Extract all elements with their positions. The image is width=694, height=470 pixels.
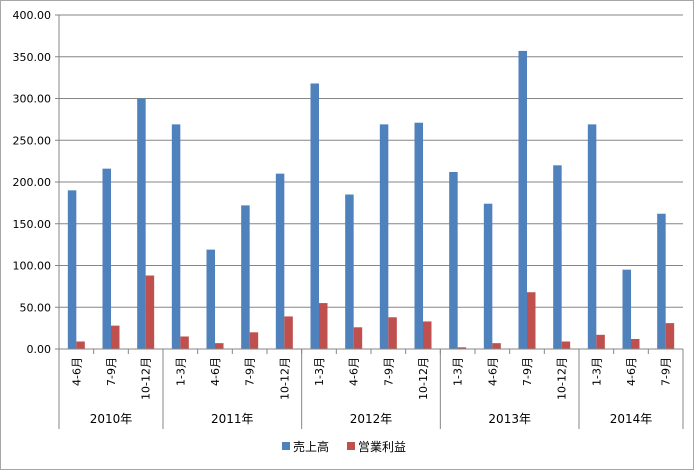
x-tick-label: 7-9月 (105, 357, 118, 386)
x-tick-label: 4-6月 (70, 357, 83, 386)
bar-operating-profit (353, 327, 363, 349)
year-group-label: 2014年 (610, 412, 653, 426)
bar-sales (275, 173, 285, 349)
bar-operating-profit (596, 334, 605, 349)
bar-operating-profit (388, 317, 397, 349)
bar-sales (657, 213, 666, 349)
x-tick-label: 7-9月 (382, 357, 395, 386)
bar-operating-profit (319, 303, 328, 349)
bar-operating-profit (180, 336, 189, 349)
bar-sales (553, 165, 562, 349)
bar-sales (483, 203, 493, 349)
year-group-label: 2010年 (90, 412, 133, 426)
y-tick-label: 350.00 (13, 51, 52, 64)
bar-sales (518, 50, 527, 349)
bar-operating-profit (631, 338, 640, 349)
bar-sales (414, 122, 423, 349)
legend-swatch (347, 442, 355, 450)
y-tick-label: 50.00 (20, 301, 52, 314)
bar-operating-profit (215, 343, 224, 349)
x-tick-label: 4-6月 (625, 357, 638, 386)
x-tick-label: 1-3月 (174, 357, 187, 386)
bar-sales (171, 124, 181, 349)
x-tick-label: 7-9月 (660, 357, 673, 386)
bar-sales (137, 98, 146, 349)
x-tick-label: 10-12月 (278, 357, 291, 400)
legend-label: 営業利益 (358, 440, 406, 454)
x-tick-label: 1-3月 (590, 357, 603, 386)
y-tick-label: 300.00 (13, 93, 52, 106)
x-tick-label: 4-6月 (348, 357, 361, 386)
y-tick-label: 400.00 (13, 9, 52, 22)
bar-sales (345, 194, 354, 349)
year-group-label: 2012年 (350, 412, 393, 426)
y-tick-label: 250.00 (13, 134, 52, 147)
x-tick-label: 7-9月 (244, 357, 257, 386)
bar-sales (379, 124, 389, 349)
bar-operating-profit (561, 341, 571, 349)
bar-operating-profit (457, 347, 467, 349)
x-tick-label: 7-9月 (521, 357, 534, 386)
year-group-label: 2011年 (211, 412, 254, 426)
bar-operating-profit (249, 332, 259, 349)
bar-operating-profit (111, 325, 120, 349)
y-tick-label: 0.00 (27, 343, 52, 356)
bar-operating-profit (527, 292, 536, 349)
bar-sales (102, 168, 111, 349)
y-tick-label: 200.00 (13, 176, 52, 189)
y-tick-label: 100.00 (13, 260, 52, 273)
bar-sales (310, 83, 319, 349)
bar-sales (241, 205, 250, 349)
bar-operating-profit (284, 316, 293, 349)
x-tick-label: 1-3月 (452, 357, 465, 386)
x-tick-label: 10-12月 (556, 357, 569, 400)
bar-operating-profit (76, 341, 85, 349)
x-tick-label: 4-6月 (209, 357, 222, 386)
legend-swatch (282, 442, 290, 450)
y-tick-label: 150.00 (13, 218, 52, 231)
bar-sales (67, 190, 77, 349)
legend-label: 売上高 (293, 439, 329, 454)
bar-operating-profit (492, 343, 501, 349)
x-tick-label: 1-3月 (313, 357, 326, 386)
bar-sales (622, 269, 631, 349)
bar-sales (206, 249, 215, 349)
bar-operating-profit (145, 275, 155, 349)
x-tick-label: 10-12月 (140, 357, 153, 400)
x-tick-label: 4-6月 (486, 357, 499, 386)
bar-sales (449, 171, 458, 349)
bar-operating-profit (423, 321, 432, 349)
year-group-label: 2013年 (488, 412, 531, 426)
bar-sales (587, 124, 597, 349)
bar-operating-profit (665, 323, 675, 349)
x-tick-label: 10-12月 (417, 357, 430, 400)
